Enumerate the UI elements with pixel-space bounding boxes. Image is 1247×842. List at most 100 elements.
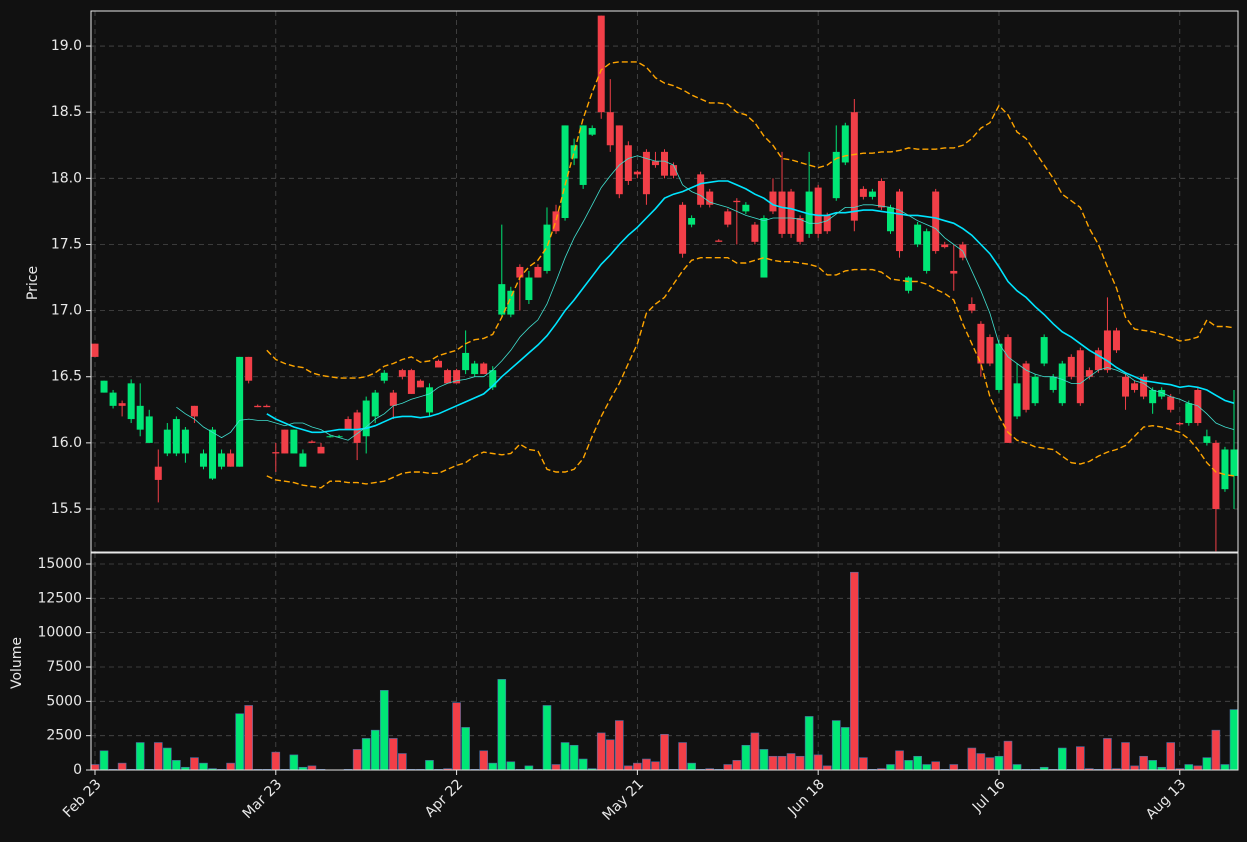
- candle-body: [778, 191, 786, 234]
- volume-bar: [389, 738, 398, 771]
- candle-body: [190, 405, 198, 417]
- volume-bar: [723, 764, 733, 771]
- volume-bar: [840, 727, 850, 771]
- volume-bar: [732, 760, 742, 771]
- candle-body: [118, 403, 126, 406]
- candle-body: [1103, 330, 1111, 371]
- indicator-line: [266, 61, 1235, 379]
- candle-body: [218, 453, 226, 467]
- y-tick-label: 10000: [37, 625, 82, 641]
- volume-bar: [1220, 764, 1230, 771]
- volume-bar: [678, 742, 687, 771]
- candle-body: [914, 224, 922, 245]
- candle-body: [1194, 389, 1202, 424]
- candle-body: [317, 446, 325, 454]
- volume-bar: [904, 760, 913, 771]
- volume-bar: [135, 742, 145, 771]
- volume-bar: [1166, 742, 1176, 771]
- candle-body: [163, 429, 171, 454]
- volume-bar: [578, 758, 588, 771]
- candle-body: [489, 370, 497, 388]
- y-tick-label: 0: [73, 762, 82, 778]
- volume-bar: [750, 732, 760, 771]
- volume-bar: [497, 679, 507, 771]
- volume-bar: [831, 720, 841, 771]
- plot-frame: [90, 552, 1239, 771]
- volume-bar: [994, 755, 1004, 771]
- candle-body: [344, 419, 352, 430]
- volume-bar: [859, 757, 868, 771]
- volume-bar: [153, 742, 163, 771]
- candle-body: [290, 429, 298, 454]
- candle-body: [877, 180, 885, 208]
- volume-bar: [804, 716, 814, 771]
- y-axis-label: Volume: [9, 637, 25, 689]
- candle-body: [91, 343, 99, 357]
- volume-bar: [931, 761, 940, 771]
- volume-bar: [307, 765, 317, 771]
- candle-body: [1149, 389, 1157, 404]
- candle-body: [886, 207, 894, 232]
- volume-bar: [524, 765, 534, 771]
- volume-bar: [235, 713, 244, 771]
- candle-body: [380, 372, 388, 381]
- volume-bar: [624, 765, 633, 771]
- y-tick-label: 18.0: [51, 170, 82, 186]
- candle-body: [1022, 363, 1030, 410]
- candle-body: [905, 277, 913, 291]
- candle-body: [416, 380, 424, 388]
- volume-bar: [813, 754, 823, 771]
- candle-body: [254, 405, 262, 408]
- volume-bar: [398, 753, 407, 771]
- candle-body: [859, 188, 867, 197]
- candle-body: [1085, 370, 1093, 377]
- candle-body: [706, 191, 714, 205]
- candle-body: [814, 187, 822, 234]
- y-tick-label: 12500: [37, 590, 82, 606]
- candle-body: [932, 191, 940, 252]
- candle-body: [543, 224, 551, 271]
- volume-bar: [633, 762, 642, 771]
- candle-body: [615, 125, 623, 195]
- candle-body: [769, 191, 777, 212]
- candle-body: [1013, 383, 1021, 417]
- candle-body: [471, 363, 479, 375]
- volume-bar: [596, 732, 606, 771]
- candle-body: [299, 453, 307, 467]
- candle-body: [679, 204, 687, 254]
- candle-body: [561, 125, 569, 219]
- y-axis-label: Price: [25, 266, 41, 300]
- candle-body: [1122, 376, 1130, 397]
- volume-bar: [759, 749, 769, 771]
- volume-bar: [1211, 729, 1221, 771]
- candle-body: [154, 466, 162, 480]
- volume-bar: [1148, 760, 1157, 771]
- y-tick-label: 7500: [46, 659, 82, 675]
- candle-body: [444, 370, 452, 384]
- volume-bar: [822, 765, 832, 771]
- candle-body: [371, 392, 379, 417]
- candle-body: [805, 191, 813, 234]
- volume-bar: [1139, 755, 1148, 771]
- volume-bar: [922, 764, 931, 771]
- candle-body: [651, 161, 659, 166]
- candle-body: [435, 360, 443, 368]
- y-tick-label: 18.5: [51, 104, 82, 120]
- volume-bar: [379, 690, 389, 771]
- candle-body: [733, 200, 741, 203]
- volume-bar: [605, 739, 615, 771]
- candle-body: [823, 215, 831, 232]
- candle-body: [633, 171, 641, 175]
- y-tick-label: 5000: [46, 693, 82, 709]
- candle-body: [398, 370, 406, 377]
- volume-bar: [190, 757, 199, 771]
- volume-bar: [777, 755, 787, 771]
- candle-body: [968, 303, 976, 311]
- candle-body: [100, 380, 108, 393]
- candle-body: [1176, 423, 1184, 425]
- volume-bar: [1184, 764, 1194, 771]
- candle-body: [389, 392, 397, 406]
- y-tick-label: 17.0: [51, 303, 82, 319]
- volume-bar: [1003, 740, 1013, 771]
